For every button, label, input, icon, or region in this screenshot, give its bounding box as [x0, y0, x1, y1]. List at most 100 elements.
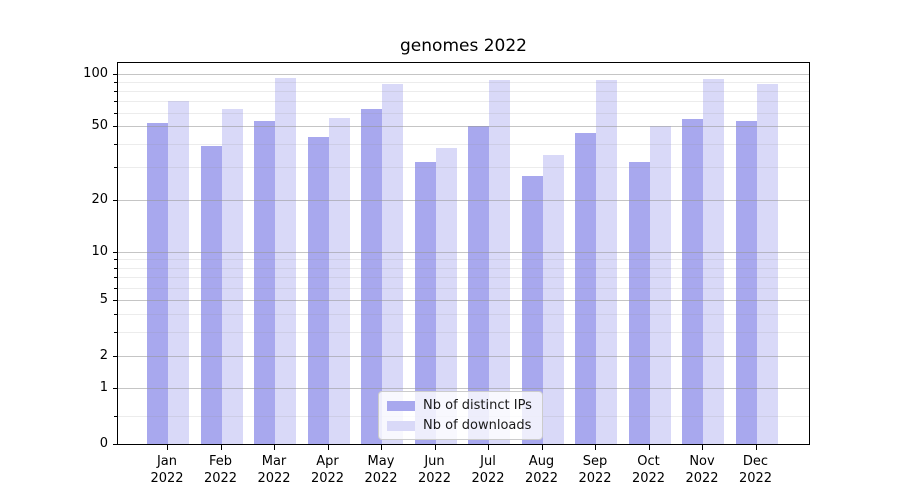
x-tick-month: Mar: [261, 454, 287, 469]
x-tick-month: Feb: [208, 454, 233, 469]
y-gridline-minor: [118, 332, 809, 333]
x-tick: [488, 445, 489, 450]
y-gridline-major: [118, 126, 809, 127]
x-tick: [381, 445, 382, 450]
bar-nb-of-downloads-oct: [649, 126, 671, 444]
y-tick-label: 5: [99, 292, 108, 307]
y-minor-tick: [114, 332, 117, 333]
bar-nb-of-distinct-ips-dec: [735, 121, 757, 444]
bar-nb-of-downloads-may: [382, 84, 403, 444]
y-gridline-minor: [118, 82, 809, 83]
y-tick: [112, 388, 117, 389]
plot-area: Nb of distinct IPs Nb of downloads: [117, 62, 810, 445]
chart-title: genomes 2022: [400, 36, 527, 56]
x-tick-label: Sep 2022: [567, 453, 623, 487]
legend-label-distinct-ips: Nb of distinct IPs: [423, 398, 532, 413]
x-tick-label: Mar 2022: [246, 453, 302, 487]
y-tick-label: 0: [99, 436, 108, 451]
y-minor-tick: [114, 416, 117, 417]
x-tick-year: 2022: [310, 471, 345, 486]
y-gridline-major: [118, 252, 809, 253]
y-minor-tick: [114, 91, 117, 92]
x-tick-label: Jan 2022: [139, 453, 195, 487]
y-minor-tick: [114, 288, 117, 289]
x-tick-month: Dec: [742, 454, 769, 469]
y-minor-tick: [114, 167, 117, 168]
y-tick: [112, 74, 117, 75]
x-tick: [167, 445, 168, 450]
y-gridline-major: [118, 356, 809, 357]
bar-nb-of-downloads-aug: [542, 155, 564, 444]
y-minor-tick: [114, 259, 117, 260]
y-gridline-minor: [118, 268, 809, 269]
legend-label-downloads: Nb of downloads: [423, 418, 532, 433]
x-tick: [595, 445, 596, 450]
y-minor-tick: [114, 314, 117, 315]
y-gridline-minor: [118, 91, 809, 92]
y-gridline-minor: [118, 259, 809, 260]
y-minor-tick: [114, 268, 117, 269]
x-tick-month: Apr: [316, 454, 339, 469]
legend-swatch-downloads-icon: [387, 420, 415, 431]
y-tick: [112, 300, 117, 301]
x-tick-year: 2022: [150, 471, 184, 486]
bar-nb-of-downloads-jul: [489, 80, 510, 444]
y-tick-label: 10: [91, 244, 108, 259]
x-tick-year: 2022: [578, 471, 612, 486]
y-tick-label: 2: [99, 348, 108, 363]
y-tick: [112, 126, 117, 127]
x-tick-year: 2022: [738, 471, 773, 486]
x-tick: [434, 445, 436, 450]
x-tick-month: Jul: [480, 454, 496, 469]
legend-item-downloads: Nb of downloads: [387, 418, 532, 433]
y-tick: [112, 356, 117, 357]
x-tick-month: Sep: [582, 454, 608, 469]
y-tick-label: 20: [91, 192, 108, 207]
bar-nb-of-distinct-ips-jul: [468, 126, 489, 444]
y-gridline-major: [118, 74, 809, 75]
x-tick: [220, 445, 222, 450]
x-tick-year: 2022: [257, 471, 291, 486]
x-tick-month: Aug: [528, 454, 555, 469]
bar-nb-of-downloads-jan: [168, 101, 189, 444]
y-minor-tick: [114, 144, 117, 145]
x-tick-year: 2022: [203, 471, 238, 486]
y-minor-tick: [114, 113, 117, 114]
legend-item-distinct-ips: Nb of distinct IPs: [387, 398, 532, 413]
x-tick-month: Nov: [689, 454, 715, 469]
y-minor-tick: [114, 277, 117, 278]
x-tick-label: May 2022: [353, 453, 409, 487]
y-tick-label: 100: [83, 66, 108, 81]
x-tick: [755, 445, 757, 450]
y-tick: [112, 200, 117, 201]
x-tick-year: 2022: [685, 471, 719, 486]
x-tick: [327, 445, 329, 450]
y-minor-tick: [114, 101, 117, 102]
bar-nb-of-distinct-ips-jun: [414, 162, 436, 444]
bar-nb-of-downloads-feb: [221, 109, 243, 444]
y-gridline-major: [118, 388, 809, 389]
bar-nb-of-downloads-jun: [435, 148, 457, 444]
bar-nb-of-downloads-sep: [596, 80, 617, 444]
x-tick: [648, 445, 650, 450]
y-gridline-minor: [118, 277, 809, 278]
y-gridline-major: [118, 300, 809, 301]
legend-swatch-distinct-ips-icon: [387, 400, 415, 411]
x-tick: [541, 445, 543, 450]
x-tick-month: Jun: [424, 454, 445, 469]
y-tick-label: 50: [91, 118, 108, 133]
bar-nb-of-downloads-apr: [328, 118, 350, 444]
x-tick-year: 2022: [417, 471, 452, 486]
y-tick-label: 1: [99, 380, 108, 395]
y-minor-tick: [114, 82, 117, 83]
y-gridline-minor: [118, 113, 809, 114]
x-tick-label: Nov 2022: [674, 453, 730, 487]
bar-nb-of-downloads-mar: [275, 78, 296, 444]
legend: Nb of distinct IPs Nb of downloads: [378, 391, 543, 440]
x-tick-label: Dec 2022: [728, 453, 784, 487]
y-gridline-minor: [118, 144, 809, 145]
x-tick: [274, 445, 275, 450]
bar-nb-of-distinct-ips-apr: [307, 137, 329, 444]
x-tick: [702, 445, 703, 450]
